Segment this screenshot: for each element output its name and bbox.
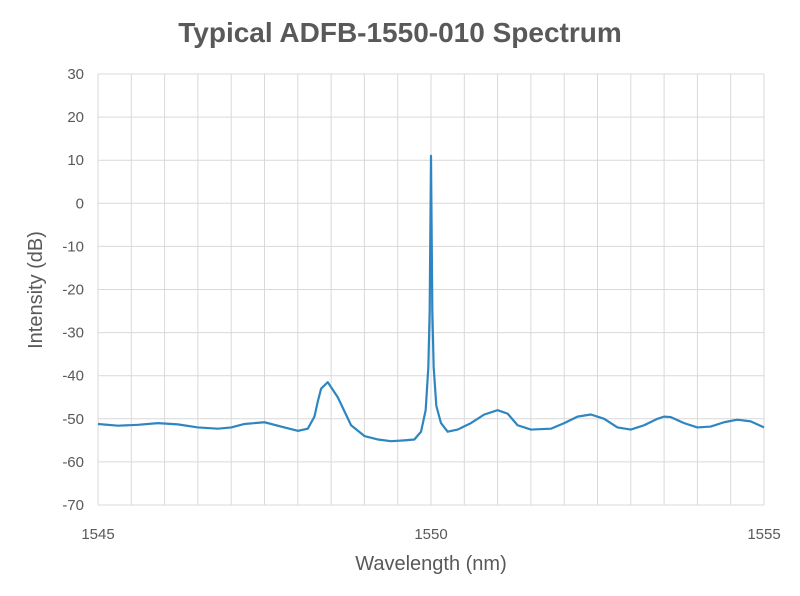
y-tick-label: 30	[67, 66, 84, 83]
spectrum-line	[97, 154, 765, 443]
y-tick-label: 20	[67, 109, 84, 126]
y-tick-label: -30	[62, 325, 84, 342]
y-tick-labels: 30 20 10 0 -10 -20 -30 -40 -50 -60 -70	[62, 66, 84, 514]
x-tick-label: 1555	[747, 526, 780, 543]
x-tick-label: 1545	[81, 526, 114, 543]
y-tick-label: -40	[62, 368, 84, 385]
y-tick-label: 10	[67, 152, 84, 169]
gridlines	[97, 73, 765, 506]
y-tick-label: -70	[62, 497, 84, 514]
y-tick-label: -10	[62, 238, 84, 255]
y-tick-label: -20	[62, 282, 84, 299]
y-tick-label: -60	[62, 454, 84, 471]
y-tick-label: 0	[76, 195, 84, 212]
chart-title: Typical ADFB-1550-010 Spectrum	[178, 17, 622, 48]
x-tick-labels: 1545 1550 1555	[81, 526, 780, 543]
x-tick-label: 1550	[414, 526, 447, 543]
x-axis-label: Wavelength (nm)	[355, 553, 507, 575]
y-tick-label: -50	[62, 411, 84, 428]
y-axis-label: Intensity (dB)	[25, 231, 47, 349]
